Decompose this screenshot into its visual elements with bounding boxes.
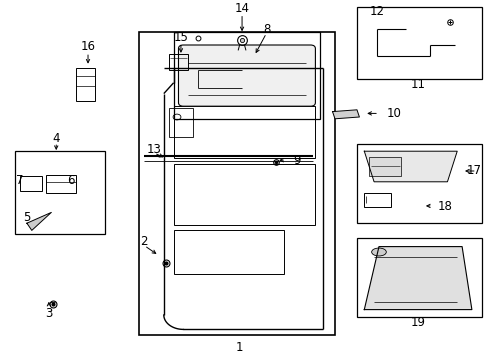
Text: 13: 13	[146, 143, 161, 156]
Bar	[364, 193, 390, 207]
Text: 12: 12	[368, 5, 384, 18]
Text: 7: 7	[16, 174, 23, 186]
Polygon shape	[332, 110, 359, 119]
Text: 1: 1	[235, 341, 243, 354]
Polygon shape	[364, 247, 471, 310]
Bar	[173, 230, 283, 274]
Text: 18: 18	[437, 201, 451, 213]
Text: 15: 15	[173, 31, 188, 44]
Text: 11: 11	[410, 78, 425, 91]
Bar	[173, 106, 315, 158]
Bar	[368, 157, 400, 176]
FancyBboxPatch shape	[178, 45, 315, 106]
Ellipse shape	[371, 248, 386, 256]
Bar	[46, 175, 76, 193]
Bar	[20, 176, 41, 191]
Text: 16: 16	[81, 40, 95, 53]
Text: 14: 14	[234, 3, 249, 15]
Text: 10: 10	[386, 107, 400, 120]
Text: 9: 9	[293, 154, 300, 167]
Bar	[139, 32, 334, 335]
Text: 2: 2	[140, 235, 148, 248]
Bar	[76, 68, 95, 101]
Polygon shape	[364, 151, 456, 182]
Bar	[356, 7, 481, 79]
Bar	[356, 144, 481, 223]
Polygon shape	[27, 212, 51, 230]
Text: 8: 8	[262, 23, 270, 36]
Bar	[15, 151, 105, 234]
Bar	[173, 164, 315, 225]
Text: 17: 17	[466, 165, 481, 177]
Bar	[168, 54, 188, 70]
Text: 4: 4	[52, 132, 60, 145]
Text: 6: 6	[67, 174, 75, 186]
Bar	[356, 238, 481, 317]
Bar	[173, 32, 320, 119]
Bar	[168, 108, 193, 137]
Text: 19: 19	[410, 316, 425, 329]
Text: 3: 3	[45, 307, 53, 320]
Text: 5: 5	[23, 211, 31, 224]
